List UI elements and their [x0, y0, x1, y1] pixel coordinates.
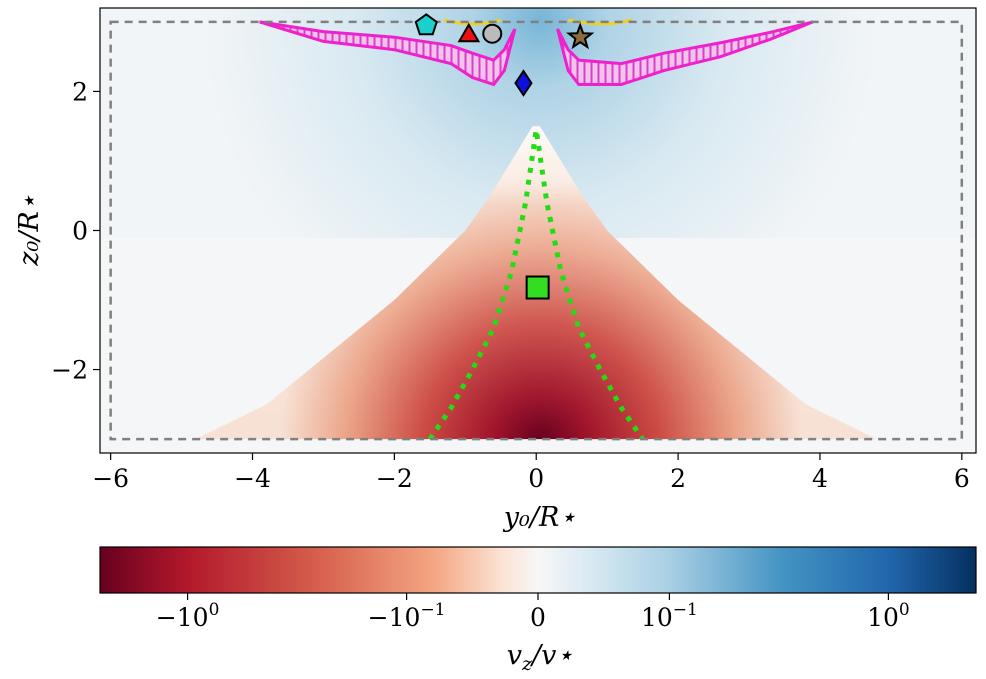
colorbar-tick-base: −10 [156, 603, 209, 632]
x-tick-label: −2 [376, 464, 413, 493]
magenta-contours [259, 20, 814, 87]
x-axis-label: y₀/R⋆ [503, 502, 577, 533]
triangle-marker [457, 22, 481, 43]
y-tick-label: −2 [51, 356, 88, 385]
colorbar-label-main: v [507, 640, 522, 671]
colorbar-label-rest: /v⋆ [529, 640, 573, 671]
circle-marker [482, 23, 503, 44]
contour-outer-left [259, 20, 517, 87]
diamond-marker [514, 69, 533, 97]
colorbar: −100 −10−1 0 10−1 100 vz/v⋆ [99, 546, 977, 675]
colorbar-tick-base: −10 [368, 603, 421, 632]
colorbar-tick-exponent: −1 [673, 600, 698, 620]
x-axis-ticks: −6 −4 −2 0 2 4 6 [92, 453, 970, 493]
simulation-box [109, 20, 964, 441]
y-tick-label: 2 [72, 77, 88, 106]
colorbar-tick-base: 10 [641, 603, 673, 632]
x-tick-label: −4 [234, 464, 271, 493]
square-marker [525, 275, 550, 300]
colorbar-ticks: −100 −10−1 0 10−1 100 [156, 593, 910, 632]
heatmap-plot: −6 −4 −2 0 2 4 6 −2 0 2 y₀/R⋆ z₀/R⋆ [14, 7, 977, 533]
star-marker [566, 22, 595, 50]
x-tick-label: 4 [812, 464, 828, 493]
markers [414, 13, 595, 300]
colorbar-tick-label: 100 [867, 600, 910, 632]
x-tick-label: 0 [528, 464, 544, 493]
y-tick-label: 0 [72, 217, 88, 246]
x-tick-label: 2 [670, 464, 686, 493]
colorbar-tick-base: 10 [867, 603, 899, 632]
x-tick-label: 6 [954, 464, 970, 493]
contour-inner-right [556, 20, 814, 66]
colorbar-tick-label: −10−1 [368, 600, 446, 632]
colorbar-tick-label: 0 [530, 603, 546, 632]
y-axis-label: z₀/R⋆ [14, 194, 45, 266]
contour-outer-right [556, 20, 814, 86]
colorbar-tick-label: 10−1 [641, 600, 698, 632]
colorbar-tick-exponent: 0 [899, 600, 910, 620]
colorbar-label-sub: z [521, 653, 533, 675]
pentagon-marker [414, 13, 438, 36]
y-axis-ticks: −2 0 2 [51, 77, 100, 385]
colorbar-label: vz/v⋆ [507, 640, 574, 675]
contour-hatch-left [259, 21, 515, 85]
colorbar-tick-exponent: 0 [209, 600, 220, 620]
x-tick-label: −6 [92, 464, 129, 493]
colorbar-tick-base: 0 [530, 603, 546, 632]
contour-inner-left [259, 20, 517, 62]
colorbar-gradient [99, 546, 977, 594]
colorbar-tick-label: −100 [156, 600, 220, 632]
colorbar-tick-exponent: −1 [420, 600, 445, 620]
